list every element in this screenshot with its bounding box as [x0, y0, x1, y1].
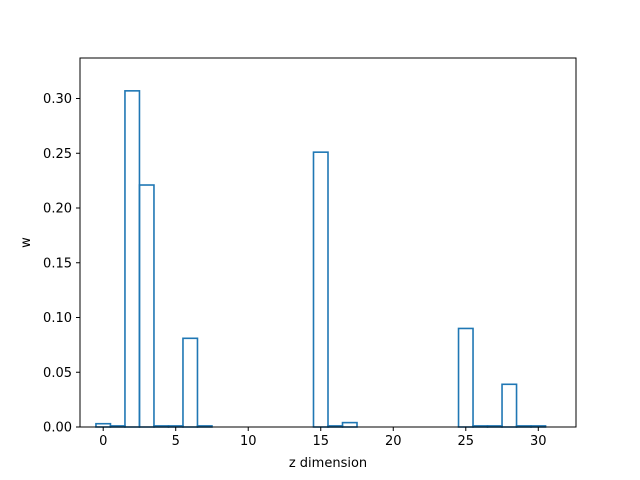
bar-z-2 [124, 90, 141, 428]
y-tick-label: 0.05 [43, 366, 72, 381]
y-tick-label: 0.20 [43, 202, 72, 217]
bar-z-6 [182, 337, 199, 428]
x-tick-label: 30 [530, 434, 547, 449]
bar-z-15 [312, 151, 329, 428]
y-tick-label: 0.00 [43, 421, 72, 436]
y-tick-label: 0.10 [43, 311, 72, 326]
y-tick-label: 0.15 [43, 256, 72, 271]
x-tick-label: 5 [172, 434, 180, 449]
y-axis-label: w [19, 237, 34, 248]
plot-frame [79, 57, 577, 428]
plot-marks [95, 90, 547, 428]
x-axis-ticks: 0 5 10 15 20 25 30 [99, 427, 547, 449]
y-axis-ticks: 0.00 0.05 0.10 0.15 0.20 0.25 0.30 [43, 92, 80, 436]
bar-z-17 [341, 421, 358, 428]
bar-z-3 [138, 184, 155, 428]
x-tick-label: 10 [240, 434, 257, 449]
x-tick-label: 0 [99, 434, 107, 449]
x-axis-label: z dimension [289, 456, 367, 471]
x-tick-label: 20 [385, 434, 402, 449]
bar-z-28 [501, 383, 518, 428]
y-tick-label: 0.25 [43, 147, 72, 162]
x-tick-label: 15 [312, 434, 329, 449]
y-tick-label: 0.30 [43, 92, 72, 107]
bar-z-25 [457, 327, 474, 428]
x-tick-label: 25 [458, 434, 475, 449]
